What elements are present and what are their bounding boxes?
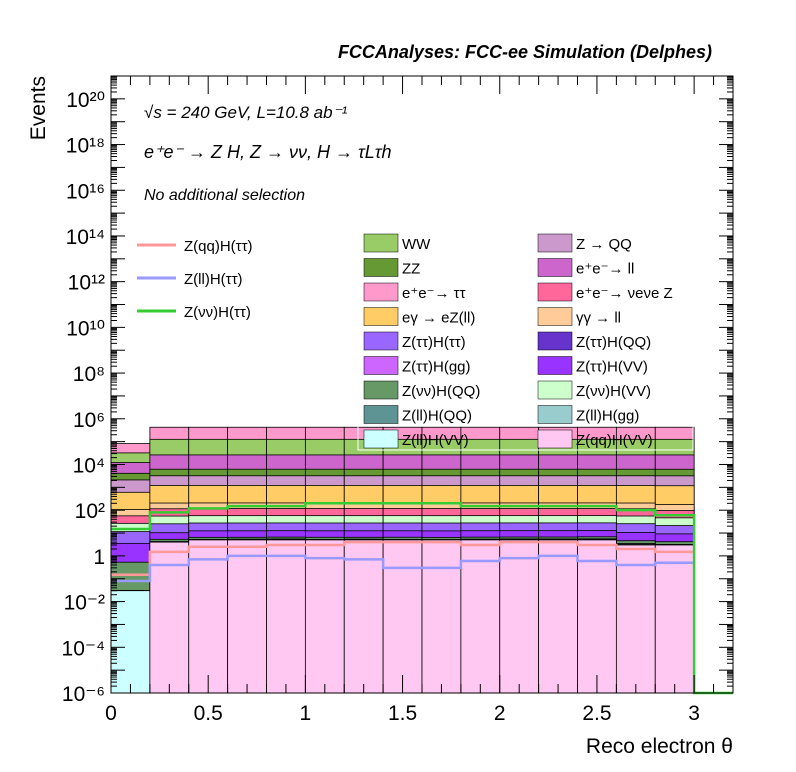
y-tick-label: 10⁻² bbox=[64, 592, 105, 615]
stack-bar-0-14 bbox=[654, 544, 695, 694]
x-tick-label: 1 bbox=[300, 702, 312, 725]
x-tick-label: 0 bbox=[105, 702, 117, 725]
y-tick-label: 10⁴ bbox=[73, 454, 105, 477]
legend-swatch-9 bbox=[537, 331, 573, 351]
legend-swatch-1 bbox=[537, 233, 573, 253]
legend-swatch-11 bbox=[537, 356, 573, 375]
legend-swatch-3 bbox=[537, 258, 573, 277]
legend-swatch-12 bbox=[363, 380, 399, 400]
legend-label-13: Z(νν)H(VV) bbox=[576, 383, 651, 400]
stack-bar-0-1 bbox=[149, 541, 190, 694]
legend-label-7: γγ → ll bbox=[576, 310, 621, 327]
legend-swatch-17 bbox=[537, 429, 573, 449]
legend-swatch-13 bbox=[537, 380, 573, 400]
signal-line-2 bbox=[111, 502, 733, 695]
legend-label-0: WW bbox=[402, 236, 431, 253]
legend-label-10: Z(ττ)H(gg) bbox=[402, 359, 471, 376]
legend-label-17: Z(qq)H(VV) bbox=[576, 432, 653, 449]
x-tick-label: 1.5 bbox=[388, 702, 417, 725]
legend-left-label-0: Z(qq)H(ττ) bbox=[184, 238, 253, 255]
legend-swatch-7 bbox=[537, 307, 573, 326]
legend-label-6: eγ → eZ(ll) bbox=[402, 310, 475, 327]
legend-label-8: Z(ττ)H(ττ) bbox=[402, 334, 466, 351]
x-tick-label: 3 bbox=[688, 702, 700, 725]
legend-label-3: e⁺e⁻→ ll bbox=[576, 261, 634, 278]
stack-bar-0-2 bbox=[188, 539, 229, 694]
legend-swatch-10 bbox=[363, 356, 399, 375]
legend-swatch-14 bbox=[363, 405, 399, 424]
legend-label-4: e⁺e⁻→ ττ bbox=[402, 285, 466, 302]
annotation-energy: √s = 240 GeV, L=10.8 ab⁻¹ bbox=[144, 103, 348, 122]
legend-swatch-2 bbox=[363, 258, 399, 277]
legend-label-9: Z(ττ)H(QQ) bbox=[576, 334, 651, 351]
legend-label-15: Z(ll)H(gg) bbox=[576, 408, 639, 425]
annotation-selection: No additional selection bbox=[144, 187, 305, 204]
legend-label-12: Z(νν)H(QQ) bbox=[402, 383, 480, 400]
x-tick-label: 0.5 bbox=[194, 702, 223, 725]
legend-swatch-0 bbox=[363, 233, 399, 253]
y-tick-label: 10⁸ bbox=[73, 363, 105, 386]
stack-bar-0-10 bbox=[499, 539, 540, 694]
signal-line-1 bbox=[111, 554, 695, 583]
legend-swatch-8 bbox=[363, 331, 399, 351]
legend-swatch-5 bbox=[537, 282, 573, 302]
y-tick-label: 10¹⁰ bbox=[66, 317, 105, 340]
stack-bar-0-11 bbox=[538, 539, 578, 694]
stack-bar-0-9 bbox=[460, 539, 501, 694]
y-tick-label: 10⁻⁶ bbox=[62, 683, 105, 706]
legend-swatch-16 bbox=[363, 429, 399, 449]
legend-label-14: Z(ll)H(QQ) bbox=[402, 408, 472, 425]
y-tick-label: 10⁻⁴ bbox=[62, 637, 105, 660]
legend-label-11: Z(ττ)H(VV) bbox=[576, 359, 648, 376]
stack-bar-1-0 bbox=[110, 590, 151, 694]
legend-swatch-6 bbox=[363, 307, 399, 326]
legend-label-1: Z → QQ bbox=[576, 236, 632, 253]
x-tick-label: 2.5 bbox=[582, 702, 611, 725]
legend-left-label-2: Z(νν)H(ττ) bbox=[184, 304, 251, 321]
legend-swatch-15 bbox=[537, 405, 573, 424]
y-tick-label: 1 bbox=[93, 546, 105, 569]
y-tick-label: 10¹⁶ bbox=[66, 180, 105, 203]
legend-left-label-1: Z(ll)H(ττ) bbox=[184, 271, 243, 288]
chart-header: FCCAnalyses: FCC-ee Simulation (Delphes) bbox=[337, 42, 712, 62]
y-tick-label: 10²⁰ bbox=[66, 89, 105, 112]
y-tick-label: 10⁶ bbox=[73, 409, 105, 432]
legend-label-16: Z(ll)H(VV) bbox=[402, 432, 469, 449]
y-tick-label: 10¹² bbox=[68, 272, 105, 295]
stack-bar-0-3 bbox=[227, 539, 267, 694]
x-axis-label: Reco electron θ bbox=[586, 735, 733, 758]
stack-bar-0-5 bbox=[304, 539, 345, 694]
legend-label-2: ZZ bbox=[402, 261, 420, 278]
stack-bar-0-7 bbox=[382, 539, 423, 694]
stack-bar-0-6 bbox=[343, 539, 384, 694]
signal-line-0 bbox=[111, 540, 695, 576]
y-tick-label: 10¹⁴ bbox=[66, 226, 105, 249]
stack-bar-0-8 bbox=[421, 539, 462, 694]
y-axis-label: Events bbox=[27, 76, 50, 140]
stack-bar-0-12 bbox=[577, 539, 617, 694]
y-tick-label: 10¹⁸ bbox=[66, 135, 105, 158]
stack-bar-0-13 bbox=[615, 544, 656, 694]
stack-bar-0-4 bbox=[266, 539, 306, 694]
y-tick-label: 10² bbox=[75, 500, 105, 523]
legend-box bbox=[357, 227, 694, 451]
annotation-process: e⁺e⁻ → Z H, Z → νν, H → τLτh bbox=[144, 142, 392, 162]
legend-swatch-4 bbox=[363, 282, 399, 302]
x-tick-label: 2 bbox=[494, 702, 506, 725]
legend-label-5: e⁺e⁻→ νeνe Z bbox=[576, 285, 673, 302]
